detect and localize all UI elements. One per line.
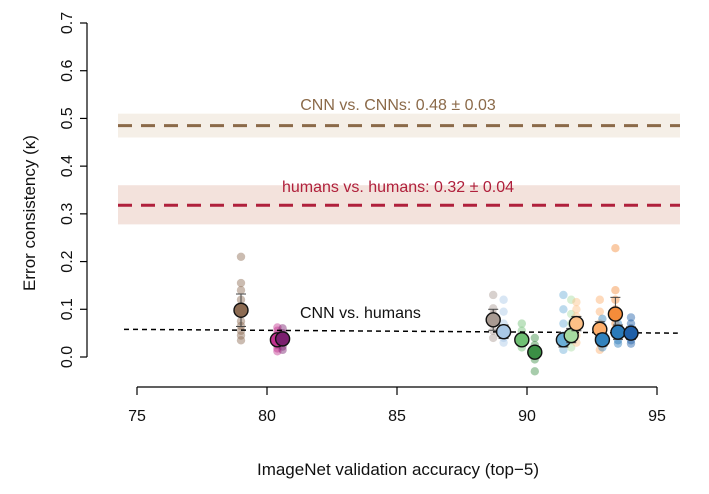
data-point <box>567 295 576 304</box>
model-mean-point <box>607 306 624 322</box>
model-mean-point <box>495 324 512 340</box>
model-mean-point <box>610 324 626 340</box>
data-point <box>559 290 568 300</box>
data-point <box>499 307 508 316</box>
data-point <box>595 307 604 316</box>
y-tick-label: 0.7 <box>59 12 76 34</box>
data-point <box>559 305 568 314</box>
data-point <box>559 319 568 328</box>
x-tick-label: 90 <box>518 408 536 425</box>
model-mean-point <box>594 332 611 348</box>
data-point <box>530 333 539 343</box>
bands-layer: CNN vs. CNNs: 0.48 ± 0.03 humans vs. huma… <box>118 97 680 225</box>
data-point <box>236 286 246 295</box>
x-tick-label: 75 <box>128 408 146 425</box>
data-point <box>626 313 636 322</box>
data-point <box>572 297 581 307</box>
y-tick-label: 0.5 <box>59 107 76 129</box>
data-point <box>626 319 636 328</box>
data-point <box>236 331 246 340</box>
data-point <box>530 367 539 376</box>
data-point <box>595 345 604 355</box>
trend-label: CNN vs. humans <box>300 305 421 322</box>
model-mean-point <box>527 344 543 360</box>
x-tick-label: 80 <box>258 408 276 425</box>
data-point <box>611 286 620 295</box>
data-point <box>626 339 636 348</box>
data-point <box>489 304 498 313</box>
model-mean-point <box>514 332 530 348</box>
means-layer <box>233 293 639 360</box>
data-point <box>595 295 604 304</box>
data-point <box>499 338 508 347</box>
data-point <box>517 319 526 328</box>
model-mean-point <box>623 325 639 341</box>
x-tick-label: 95 <box>648 408 666 425</box>
y-tick-label: 0.0 <box>59 346 76 368</box>
y-tick-label: 0.2 <box>59 250 76 272</box>
data-point <box>559 345 568 355</box>
data-point <box>567 343 576 352</box>
y-tick-label: 0.6 <box>59 59 76 81</box>
data-point <box>572 305 581 314</box>
data-point <box>236 252 246 261</box>
data-point <box>273 347 282 356</box>
x-axis-title: ImageNet validation accuracy (top−5) <box>257 460 539 479</box>
model-mean-point <box>485 312 501 328</box>
x-tick-label: 85 <box>388 408 406 425</box>
data-point <box>489 333 498 343</box>
model-mean-point <box>568 315 585 332</box>
y-tick-label: 0.3 <box>59 203 76 225</box>
y-tick-label: 0.1 <box>59 298 76 320</box>
y-tick-label: 0.4 <box>59 155 76 177</box>
model-mean-point <box>233 302 249 318</box>
humans-vs-humans-label: humans vs. humans: 0.32 ± 0.04 <box>282 179 514 196</box>
data-point <box>499 295 508 304</box>
data-point <box>273 323 282 332</box>
data-point <box>489 290 498 300</box>
data-point <box>598 314 607 324</box>
y-axis: 0.0 0.1 0.2 0.3 0.4 0.5 0.6 0.7 Error consisten… <box>20 12 88 368</box>
cnn-vs-cnns-label: CNN vs. CNNs: 0.48 ± 0.03 <box>300 97 496 114</box>
data-point <box>611 244 620 253</box>
data-point <box>613 339 623 348</box>
data-point <box>236 336 246 345</box>
model-mean-point <box>274 331 291 347</box>
points-layer <box>236 244 636 376</box>
trend-line <box>123 328 678 334</box>
data-point <box>236 278 246 288</box>
x-axis: 75 80 85 90 95 ImageNet validation accuracy … <box>128 386 666 479</box>
data-point <box>278 345 287 355</box>
y-axis-title: Error consistency (κ) <box>20 135 39 291</box>
